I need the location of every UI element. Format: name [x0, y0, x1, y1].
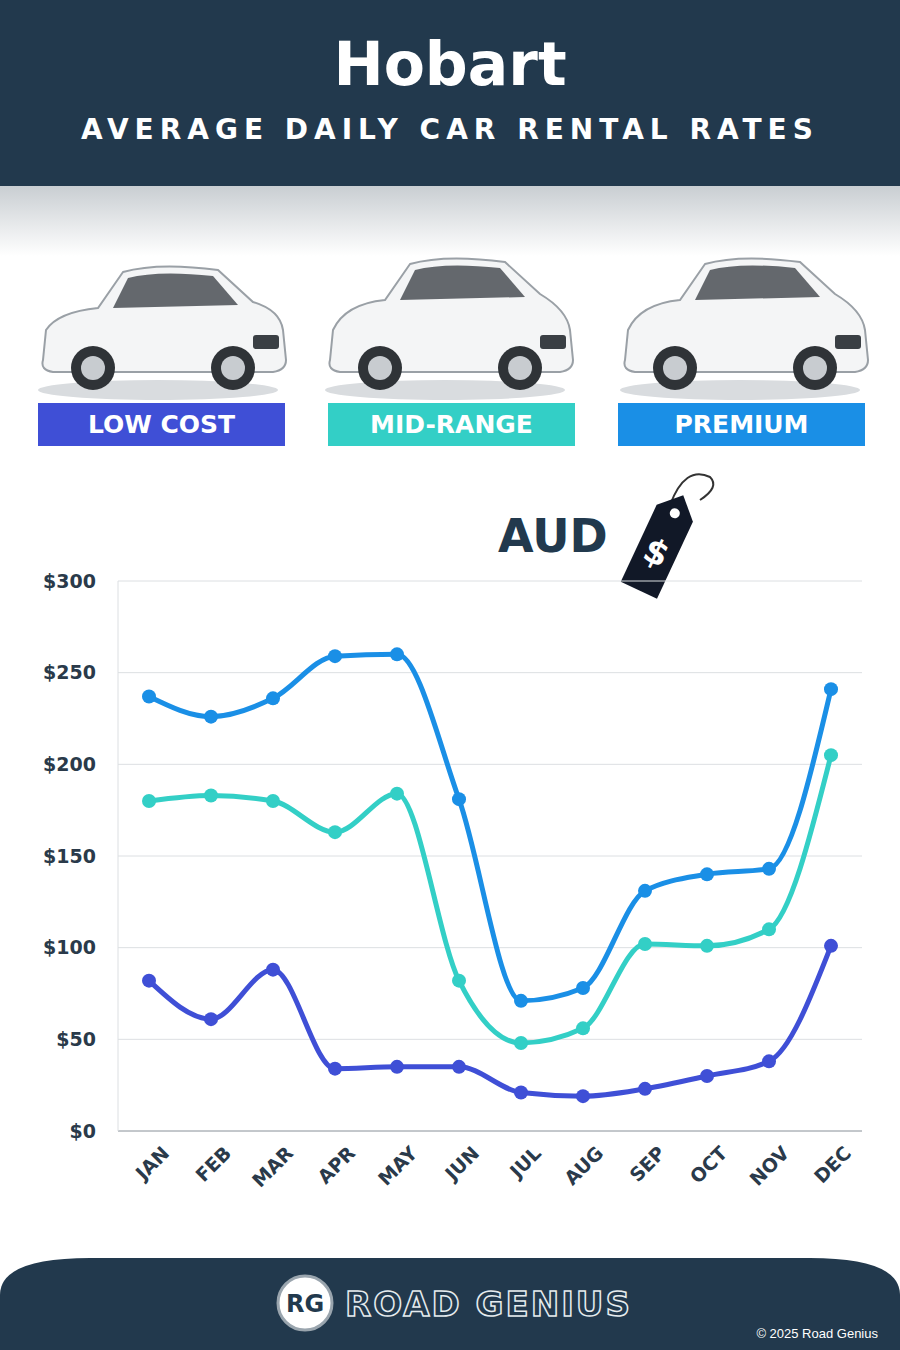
svg-text:OCT: OCT [685, 1142, 731, 1188]
svg-text:$150: $150 [43, 845, 96, 867]
svg-text:JAN: JAN [130, 1142, 174, 1186]
svg-text:AUG: AUG [560, 1142, 607, 1189]
svg-text:MAR: MAR [248, 1141, 298, 1191]
svg-text:$100: $100 [43, 936, 96, 958]
html-text:LOW COST: LOW COST [87, 410, 236, 439]
svg-text:MAY: MAY [373, 1142, 421, 1190]
svg-text:$250: $250 [43, 661, 96, 683]
svg-text:$0: $0 [70, 1120, 96, 1142]
svg-text:RG: RG [286, 1290, 324, 1318]
html-text:MID-RANGE: MID-RANGE [370, 410, 533, 439]
html-text:PREMIUM: PREMIUM [674, 410, 809, 439]
html-text:Hobart: Hobart [333, 29, 567, 99]
html-text:AVERAGE DAILY CAR RENTAL RATES: AVERAGE DAILY CAR RENTAL RATES [81, 113, 819, 146]
svg-text:ROAD GENIUS: ROAD GENIUS [345, 1284, 632, 1324]
svg-text:SEP: SEP [625, 1142, 669, 1186]
svg-text:$50: $50 [56, 1028, 96, 1050]
svg-text:DEC: DEC [809, 1142, 855, 1188]
svg-text:© 2025 Road Genius: © 2025 Road Genius [756, 1326, 878, 1341]
svg-text:$200: $200 [43, 753, 96, 775]
svg-text:JUN: JUN [439, 1142, 483, 1186]
svg-text:NOV: NOV [745, 1141, 793, 1189]
svg-text:JUL: JUL [504, 1142, 545, 1183]
svg-text:APR: APR [313, 1141, 359, 1187]
html-text:AUD: AUD [498, 509, 608, 563]
svg-text:$300: $300 [43, 570, 96, 592]
svg-text:$: $ [637, 529, 675, 575]
svg-text:FEB: FEB [191, 1142, 235, 1186]
